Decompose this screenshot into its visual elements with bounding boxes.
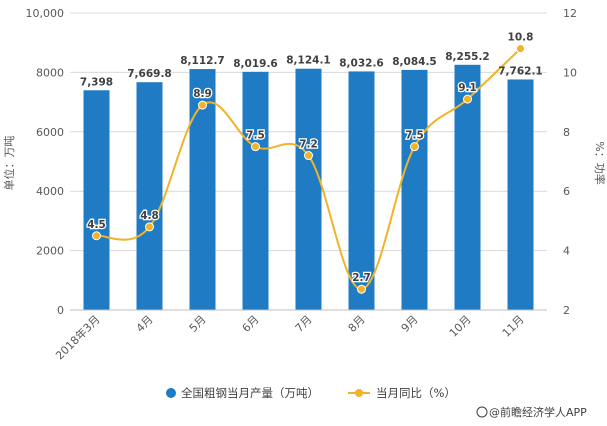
bar-value-label: 8,112.7 xyxy=(180,55,225,67)
line-point xyxy=(145,222,154,232)
line-value-label: 4.8 xyxy=(140,210,159,222)
source-credit: @前瞻经济学人APP xyxy=(476,405,587,419)
line-series xyxy=(92,44,525,294)
y-tick-label: 2000 xyxy=(36,245,64,258)
bar-series xyxy=(83,64,534,311)
legend: 全国粗钢当月产量（万吨） 当月同比（%） xyxy=(166,386,456,400)
bar-value-label: 8,019.6 xyxy=(233,58,278,70)
legend-line-label: 当月同比（%） xyxy=(376,386,456,400)
source-icon xyxy=(476,406,488,418)
source-text: @前瞻经济学人APP xyxy=(489,405,587,419)
y-tick-label: 0 xyxy=(57,304,64,317)
line-value-label: 7.5 xyxy=(246,130,265,142)
x-tick-label: 11月 xyxy=(500,313,527,340)
line-value-label: 9.1 xyxy=(458,82,477,94)
bar-value-label: 8,255.2 xyxy=(445,51,490,63)
x-tick-label: 2018年3月 xyxy=(52,312,102,362)
bar xyxy=(136,82,163,310)
legend-bar-marker xyxy=(166,388,176,398)
bar-value-label: 8,032.6 xyxy=(339,57,384,69)
bar-value-label: 8,124.1 xyxy=(286,55,331,67)
y2-tick-label: 4 xyxy=(563,245,570,258)
bar xyxy=(401,69,428,310)
bar xyxy=(295,68,322,310)
y-tick-label: 6000 xyxy=(36,126,64,139)
line-value-label: 10.8 xyxy=(508,32,534,44)
y2-tick-label: 2 xyxy=(563,304,570,317)
x-tick-label: 4月 xyxy=(134,313,156,335)
y2-tick-label: 12 xyxy=(563,7,577,20)
line-point xyxy=(516,44,525,54)
x-tick-label: 9月 xyxy=(399,313,421,335)
y2-tick-label: 8 xyxy=(563,126,570,139)
bar xyxy=(348,71,375,310)
line-point xyxy=(92,231,101,241)
bar xyxy=(83,90,110,310)
line-value-label: 4.5 xyxy=(87,219,106,231)
line-value-label: 2.7 xyxy=(352,272,371,284)
bar-value-label: 7,669.8 xyxy=(127,68,172,80)
legend-line-marker xyxy=(355,389,363,397)
x-tick-label: 8月 xyxy=(346,313,368,335)
bar-value-label: 7,762.1 xyxy=(498,65,543,77)
line-point xyxy=(463,94,472,104)
x-tick-label: 7月 xyxy=(293,313,315,335)
y-axis-title: 单位：万吨 xyxy=(2,136,16,191)
y2-tick-label: 10 xyxy=(563,66,577,79)
line-point xyxy=(357,284,366,294)
data-labels: 7,398 7,669.8 8,112.7 8,019.6 8,124.1 8,032.6… xyxy=(80,30,543,285)
legend-bar-label: 全国粗钢当月产量（万吨） xyxy=(181,386,319,400)
line-point xyxy=(304,151,313,161)
bar xyxy=(242,71,269,311)
line-point xyxy=(251,142,260,152)
line-value-label: 7.5 xyxy=(405,130,424,142)
y-tick-label: 4000 xyxy=(36,185,64,198)
x-tick-label: 5月 xyxy=(187,313,209,335)
line-point xyxy=(410,142,419,152)
y-tick-label: 8000 xyxy=(36,66,64,79)
x-tick-label: 10月 xyxy=(447,313,474,340)
bar xyxy=(507,79,534,310)
y-tick-label: 10,000 xyxy=(26,7,65,20)
y2-tick-label: 6 xyxy=(563,185,570,198)
bar-value-label: 8,084.5 xyxy=(392,56,437,68)
x-tick-label: 6月 xyxy=(240,313,262,335)
y2-axis-title: %：功率 xyxy=(593,141,607,184)
line-value-label: 8.9 xyxy=(193,88,212,100)
bar-value-label: 7,398 xyxy=(80,76,113,88)
line-value-label: 7.2 xyxy=(299,139,318,151)
line-point xyxy=(198,100,207,110)
